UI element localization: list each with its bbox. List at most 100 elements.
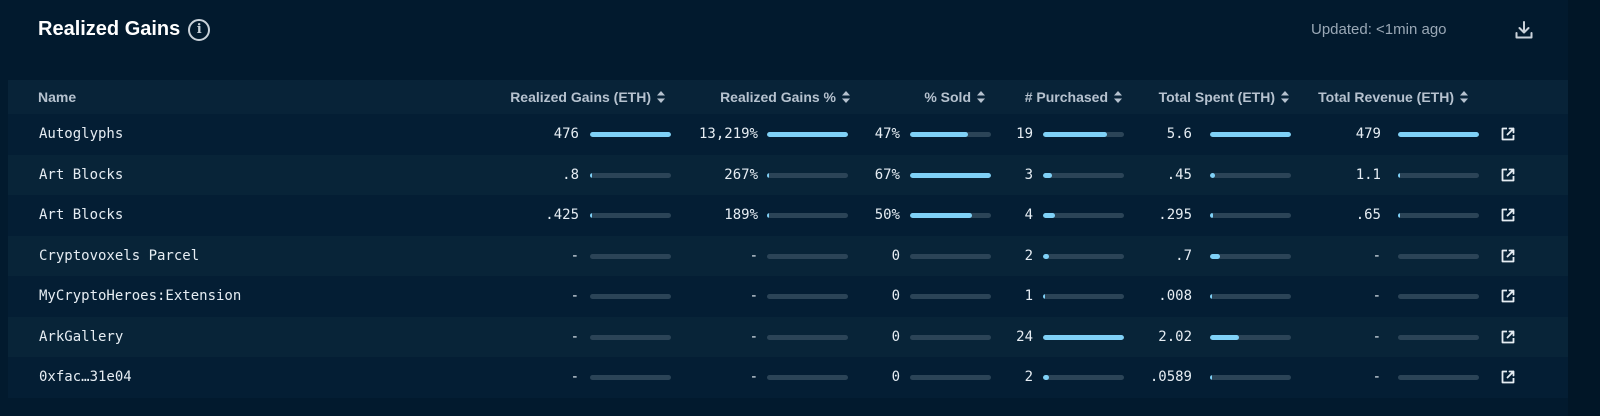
realized-gains-eth-value: - bbox=[570, 288, 579, 305]
realized-gains-eth-value: - bbox=[570, 328, 579, 345]
external-link-icon[interactable] bbox=[1500, 207, 1516, 223]
realized-gains-pct-bar bbox=[767, 294, 848, 299]
sort-icon[interactable] bbox=[976, 89, 986, 105]
total-spent-eth-bar-fill bbox=[1210, 375, 1213, 380]
num-purchased-value: 4 bbox=[1024, 207, 1033, 224]
total-spent-eth-value: .45 bbox=[1166, 166, 1192, 183]
table-row[interactable]: Art Blocks .425 189% 50% 4 .295 .65 bbox=[8, 195, 1568, 236]
collection-name: MyCryptoHeroes:Extension bbox=[39, 288, 242, 305]
column-header-realized-gains-eth[interactable]: Realized Gains (ETH) bbox=[510, 80, 666, 114]
collection-name: 0xfac…31e04 bbox=[39, 369, 132, 386]
num-purchased-bar-fill bbox=[1043, 132, 1107, 137]
realized-gains-eth-bar bbox=[590, 172, 671, 178]
pct-sold-value: 0 bbox=[891, 369, 900, 386]
num-purchased-bar bbox=[1043, 213, 1124, 218]
total-revenue-eth-bar bbox=[1398, 334, 1479, 340]
panel-title: Realized Gains bbox=[38, 18, 181, 40]
total-revenue-eth-bar bbox=[1398, 253, 1479, 259]
download-icon[interactable] bbox=[1513, 19, 1535, 41]
num-purchased-bar-fill bbox=[1043, 213, 1056, 218]
table-row[interactable]: Cryptovoxels Parcel - - 0 2 .7 - bbox=[8, 235, 1568, 276]
table-row[interactable]: Autoglyphs 476 13,219% 47% 19 5.6 479 bbox=[8, 114, 1568, 155]
num-purchased-bar-fill bbox=[1043, 172, 1052, 178]
external-link-icon[interactable] bbox=[1500, 167, 1516, 183]
realized-gains-pct-value: 267% bbox=[724, 166, 758, 183]
column-header-num-purchased[interactable]: # Purchased bbox=[1025, 80, 1123, 114]
sort-icon[interactable] bbox=[1113, 89, 1123, 105]
pct-sold-bar bbox=[910, 132, 991, 137]
total-spent-eth-bar-fill bbox=[1210, 213, 1214, 218]
table-row[interactable]: Art Blocks .8 267% 67% 3 .45 1.1 bbox=[8, 154, 1568, 195]
num-purchased-value: 1 bbox=[1024, 288, 1033, 305]
column-header-name: Name bbox=[38, 80, 76, 114]
pct-sold-bar bbox=[910, 213, 991, 218]
total-revenue-eth-value: 1.1 bbox=[1355, 166, 1381, 183]
external-link-icon[interactable] bbox=[1500, 288, 1516, 304]
total-revenue-eth-bar bbox=[1398, 294, 1479, 299]
table-row[interactable]: ArkGallery - - 0 24 2.02 - bbox=[8, 316, 1568, 357]
sort-icon[interactable] bbox=[841, 89, 851, 105]
column-header-total-revenue-eth[interactable]: Total Revenue (ETH) bbox=[1318, 80, 1469, 114]
total-spent-eth-bar bbox=[1210, 294, 1291, 299]
column-header-label: Total Spent (ETH) bbox=[1158, 89, 1275, 105]
sort-icon[interactable] bbox=[1459, 89, 1469, 105]
column-header-label: Realized Gains % bbox=[720, 89, 836, 105]
realized-gains-pct-value: 189% bbox=[724, 207, 758, 224]
num-purchased-bar bbox=[1043, 172, 1124, 178]
table-row[interactable]: 0xfac…31e04 - - 0 2 .0589 - bbox=[8, 357, 1568, 398]
pct-sold-bar bbox=[910, 172, 991, 178]
pct-sold-bar bbox=[910, 375, 991, 380]
sort-icon[interactable] bbox=[656, 89, 666, 105]
num-purchased-value: 3 bbox=[1024, 166, 1033, 183]
external-link-icon[interactable] bbox=[1500, 329, 1516, 345]
total-spent-eth-value: 5.6 bbox=[1166, 126, 1192, 143]
pct-sold-value: 50% bbox=[874, 207, 900, 224]
table-header: Name Realized Gains (ETH) Realized Gains %… bbox=[8, 80, 1568, 114]
num-purchased-bar-fill bbox=[1043, 294, 1046, 299]
pct-sold-bar-fill bbox=[910, 213, 972, 218]
column-header-label: # Purchased bbox=[1024, 89, 1108, 105]
total-spent-eth-bar-fill bbox=[1210, 172, 1215, 178]
realized-gains-pct-bar-fill bbox=[767, 213, 770, 218]
num-purchased-bar-fill bbox=[1043, 375, 1049, 380]
num-purchased-value: 2 bbox=[1024, 369, 1033, 386]
collection-name: Cryptovoxels Parcel bbox=[39, 247, 200, 264]
total-revenue-eth-value: - bbox=[1372, 288, 1381, 305]
column-header-pct-sold[interactable]: % Sold bbox=[924, 80, 986, 114]
total-spent-eth-value: .0589 bbox=[1149, 369, 1192, 386]
num-purchased-bar bbox=[1043, 132, 1124, 137]
total-revenue-eth-value: - bbox=[1372, 247, 1381, 264]
total-revenue-eth-bar bbox=[1398, 132, 1479, 137]
info-icon[interactable]: i bbox=[188, 18, 211, 41]
column-header-label: % Sold bbox=[924, 89, 971, 105]
pct-sold-value: 0 bbox=[891, 328, 900, 345]
realized-gains-eth-value: - bbox=[570, 247, 579, 264]
external-link-icon[interactable] bbox=[1500, 248, 1516, 264]
total-revenue-eth-bar-fill bbox=[1398, 172, 1401, 178]
collection-name: Art Blocks bbox=[39, 207, 124, 224]
collection-name: Art Blocks bbox=[39, 166, 124, 183]
realized-gains-eth-value: - bbox=[570, 369, 579, 386]
column-header-total-spent-eth[interactable]: Total Spent (ETH) bbox=[1159, 80, 1290, 114]
panel-title-wrap: Realized Gains i bbox=[38, 18, 211, 41]
num-purchased-bar bbox=[1043, 253, 1124, 259]
num-purchased-bar-fill bbox=[1043, 253, 1049, 259]
realized-gains-pct-value: - bbox=[749, 369, 758, 386]
num-purchased-value: 19 bbox=[1016, 126, 1033, 143]
pct-sold-bar bbox=[910, 253, 991, 259]
column-header-realized-gains-pct[interactable]: Realized Gains % bbox=[720, 80, 851, 114]
pct-sold-bar bbox=[910, 334, 991, 340]
num-purchased-value: 2 bbox=[1024, 247, 1033, 264]
external-link-icon[interactable] bbox=[1500, 369, 1516, 385]
realized-gains-eth-bar bbox=[590, 294, 671, 299]
total-spent-eth-bar bbox=[1210, 375, 1291, 380]
realized-gains-pct-value: - bbox=[749, 288, 758, 305]
total-revenue-eth-bar bbox=[1398, 172, 1479, 178]
page-background-strip bbox=[1568, 0, 1600, 416]
sort-icon[interactable] bbox=[1280, 89, 1290, 105]
realized-gains-pct-bar-fill bbox=[767, 172, 770, 178]
table-row[interactable]: MyCryptoHeroes:Extension - - 0 1 .008 - bbox=[8, 276, 1568, 317]
num-purchased-bar-fill bbox=[1043, 334, 1124, 340]
table-body: Autoglyphs 476 13,219% 47% 19 5.6 479 Art Block… bbox=[8, 114, 1568, 398]
external-link-icon[interactable] bbox=[1500, 126, 1516, 142]
